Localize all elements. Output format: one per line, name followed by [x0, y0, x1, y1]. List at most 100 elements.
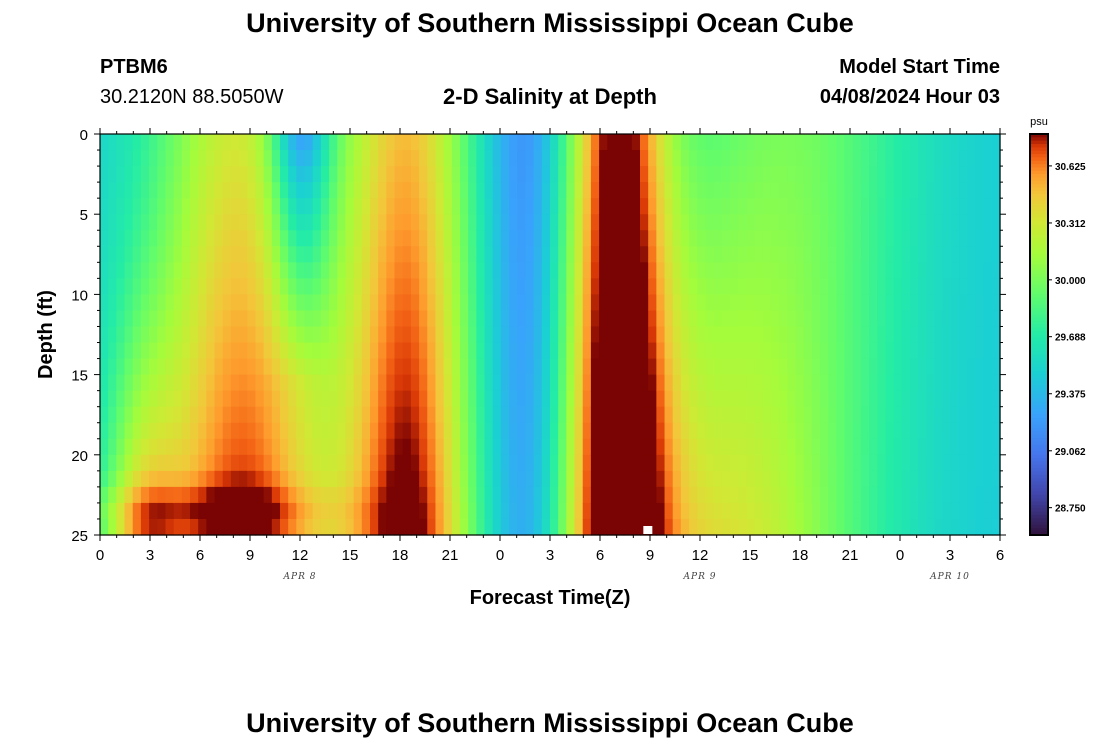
heatmap-cell	[811, 214, 821, 231]
heatmap-cell	[345, 214, 355, 231]
heatmap-cell	[574, 374, 584, 392]
heatmap-cell	[517, 518, 527, 536]
heatmap-cell	[443, 374, 453, 392]
heatmap-cell	[509, 182, 518, 199]
heatmap-cell	[640, 502, 649, 520]
colorbar-segment	[1030, 421, 1048, 426]
heatmap-cell	[574, 470, 584, 488]
heatmap-cell	[451, 470, 461, 488]
heatmap-cell	[517, 278, 527, 295]
heatmap-cell	[738, 342, 747, 360]
heatmap-cell	[263, 294, 273, 312]
colorbar-segment	[1030, 240, 1048, 245]
heatmap-cell	[860, 374, 870, 392]
heatmap-cell	[746, 326, 756, 344]
heatmap-cell	[394, 214, 404, 231]
heatmap-cell	[950, 518, 960, 536]
heatmap-cell	[983, 278, 993, 295]
heatmap-cell	[991, 214, 1001, 231]
heatmap-cell	[762, 150, 772, 167]
heatmap-cell	[590, 374, 600, 392]
colorbar-segment	[1030, 531, 1048, 536]
heatmap-cell	[599, 198, 608, 215]
heatmap-cell	[869, 342, 878, 360]
heatmap-cell	[451, 246, 461, 263]
heatmap-cell	[721, 230, 731, 247]
heatmap-cell	[705, 358, 715, 376]
heatmap-cell	[803, 262, 813, 279]
heatmap-cell	[517, 182, 527, 199]
heatmap-cell	[582, 518, 592, 536]
heatmap-cell	[795, 310, 805, 328]
heatmap-cell	[320, 326, 330, 344]
heatmap-cell	[492, 278, 502, 295]
heatmap-cell	[942, 374, 952, 392]
heatmap-cell	[803, 486, 813, 504]
heatmap-cell	[910, 278, 919, 295]
heatmap-cell	[860, 246, 870, 263]
heatmap-cell	[672, 326, 682, 344]
heatmap-cell	[116, 134, 126, 151]
heatmap-cell	[885, 422, 895, 440]
heatmap-cell	[419, 150, 428, 167]
heatmap-cell	[550, 470, 559, 488]
heatmap-cell	[730, 374, 739, 392]
heatmap-cell	[566, 438, 576, 456]
heatmap-cell	[615, 294, 625, 312]
heatmap-cell	[247, 470, 257, 488]
heatmap-cell	[361, 390, 371, 408]
heatmap-cell	[370, 310, 379, 328]
heatmap-cell	[410, 230, 420, 247]
heatmap-cell	[157, 374, 167, 392]
heatmap-cell	[443, 246, 453, 263]
heatmap-cell	[672, 230, 682, 247]
heatmap-cell	[386, 214, 396, 231]
heatmap-cell	[558, 150, 567, 167]
heatmap-cell	[533, 214, 543, 231]
heatmap-cell	[108, 374, 117, 392]
heatmap-cell	[746, 310, 756, 328]
heatmap-cell	[361, 246, 371, 263]
heatmap-cell	[468, 214, 477, 231]
heatmap-cell	[427, 502, 437, 520]
heatmap-cell	[959, 246, 968, 263]
heatmap-cell	[149, 342, 158, 360]
heatmap-cell	[730, 182, 739, 199]
heatmap-cell	[910, 390, 919, 408]
heatmap-cell	[361, 150, 371, 167]
heatmap-cell	[762, 390, 772, 408]
heatmap-cell	[280, 150, 289, 167]
heatmap-cell	[901, 390, 911, 408]
heatmap-cell	[713, 342, 723, 360]
heatmap-cell	[607, 182, 617, 199]
heatmap-cell	[967, 294, 977, 312]
heatmap-cell	[901, 454, 911, 472]
heatmap-cell	[836, 310, 846, 328]
colorbar-segment	[1030, 504, 1048, 509]
heatmap-cell	[713, 246, 723, 263]
heatmap-cell	[329, 374, 338, 392]
heatmap-cell	[959, 182, 968, 199]
heatmap-cell	[157, 406, 167, 424]
heatmap-cell	[239, 374, 248, 392]
heatmap-cell	[656, 374, 666, 392]
colorbar-segment	[1030, 267, 1048, 272]
heatmap-cell	[140, 470, 150, 488]
heatmap-cell	[803, 358, 813, 376]
heatmap-cell	[738, 358, 747, 376]
heatmap-cell	[852, 150, 862, 167]
heatmap-cell	[877, 310, 887, 328]
heatmap-cell	[550, 486, 559, 504]
heatmap-cell	[533, 374, 543, 392]
heatmap-cell	[247, 454, 257, 472]
heatmap-cell	[869, 262, 878, 279]
heatmap-cell	[869, 198, 878, 215]
heatmap-cell	[550, 214, 559, 231]
heatmap-cell	[214, 166, 224, 183]
heatmap-cell	[353, 230, 363, 247]
heatmap-cell	[566, 166, 576, 183]
heatmap-cell	[509, 134, 518, 151]
heatmap-cell	[468, 518, 477, 536]
heatmap-cell	[214, 278, 224, 295]
heatmap-cell	[132, 150, 142, 167]
